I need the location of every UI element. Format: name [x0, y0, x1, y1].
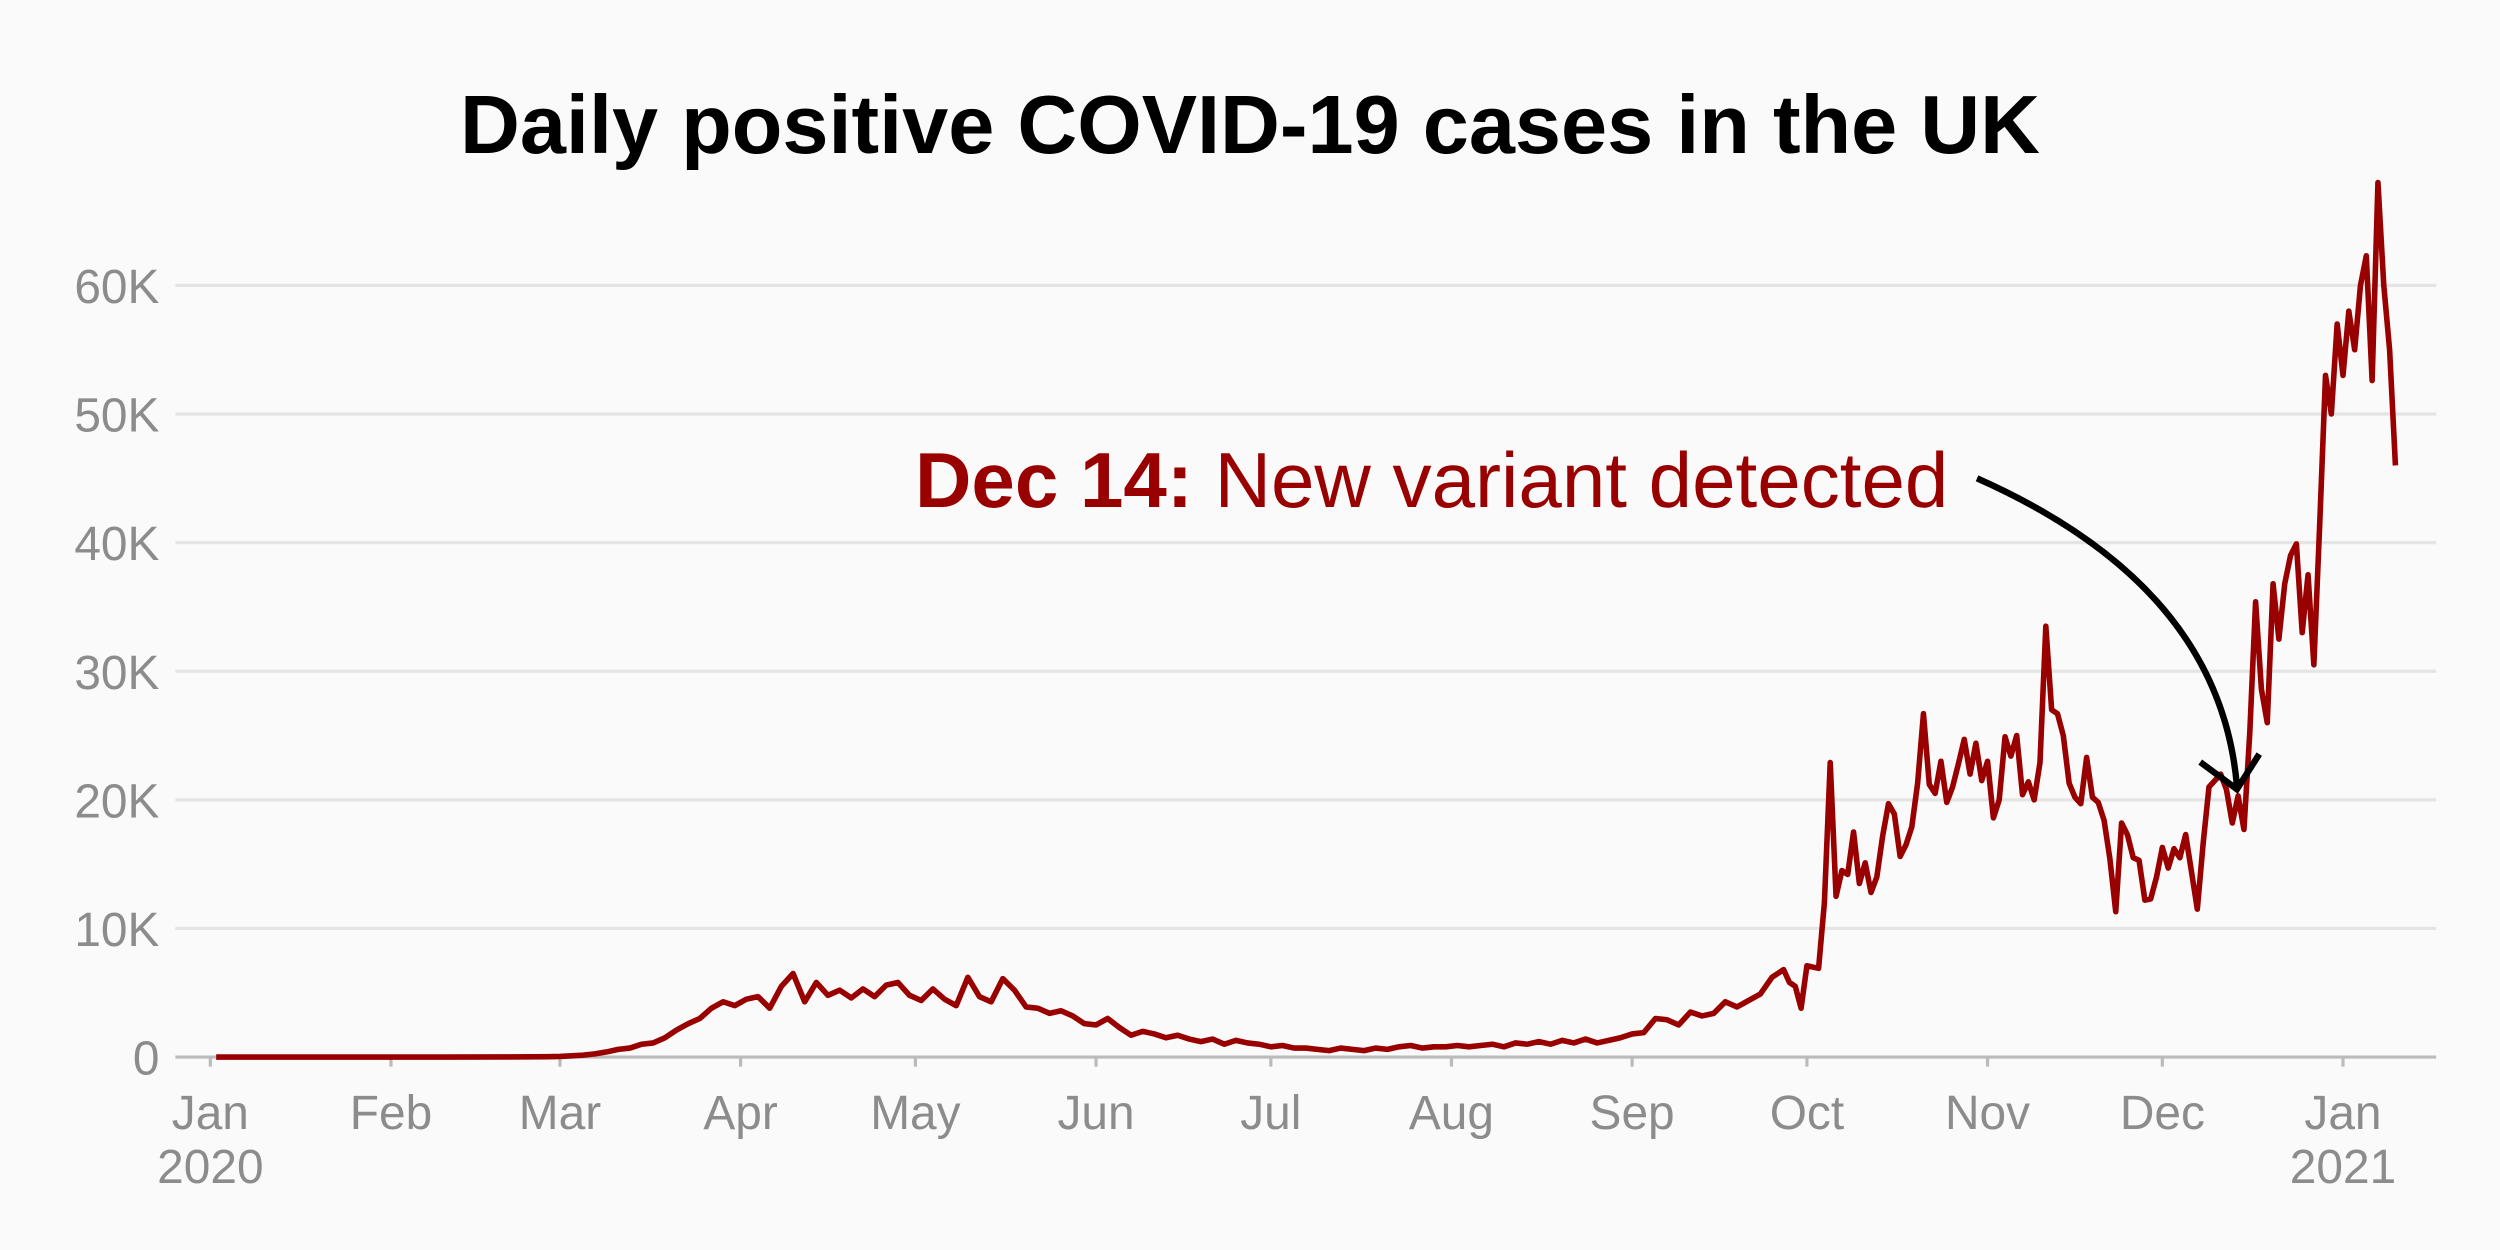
x-tick-label: Jun	[1057, 1087, 1134, 1140]
x-tick-label: Sep	[1590, 1087, 1675, 1140]
y-tick-label: 60K	[74, 261, 159, 314]
annotation-text: New variant detected	[1215, 436, 1949, 524]
x-tick-label: Apr	[703, 1087, 778, 1140]
y-tick-label: 0	[133, 1033, 160, 1086]
y-tick-label: 30K	[74, 647, 159, 700]
x-tick-label: Mar	[519, 1087, 601, 1140]
annotation-arrow	[1975, 475, 2241, 787]
x-tick-label: Jan	[172, 1087, 249, 1140]
arrow-head	[2198, 752, 2262, 794]
x-tick-label: Dec	[2120, 1087, 2205, 1140]
x-tick-label: Aug	[1409, 1087, 1494, 1140]
data-line	[216, 179, 2399, 1060]
x-tick-label: May	[870, 1087, 960, 1140]
x-tick-label: Nov	[1945, 1087, 2030, 1140]
y-tick-label: 20K	[74, 775, 159, 828]
x-tick-label: Feb	[350, 1087, 432, 1140]
x-year-label: 2020	[157, 1141, 263, 1194]
x-tick-label: Jan	[2304, 1087, 2381, 1140]
y-tick-label: 50K	[74, 390, 159, 443]
x-tick-label: Jul	[1240, 1087, 1301, 1140]
x-year-label: 2021	[2290, 1141, 2396, 1194]
annotation: Dec 14: New variant detected	[915, 436, 1948, 524]
x-tick-label: Oct	[1770, 1087, 1844, 1140]
annotation-date: Dec 14:	[915, 436, 1193, 524]
y-tick-label: 10K	[74, 904, 159, 957]
chart-title: Daily positive COVID-19 cases in the UK	[460, 78, 2040, 171]
y-tick-label: 40K	[74, 518, 159, 571]
